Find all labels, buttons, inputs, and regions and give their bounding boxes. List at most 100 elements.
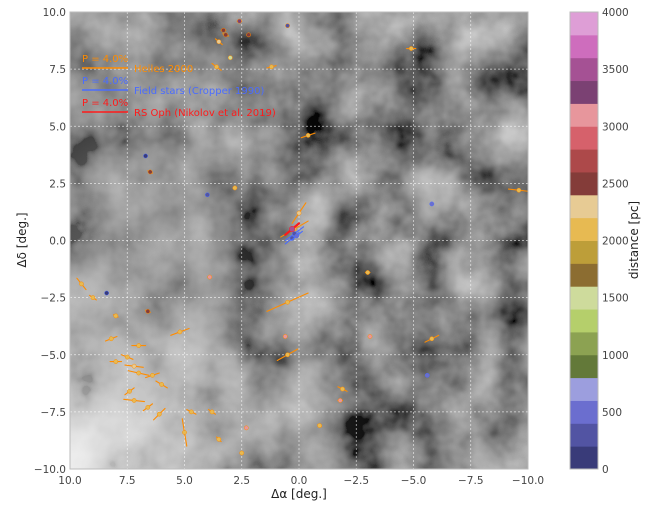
data-point bbox=[127, 388, 132, 394]
data-point bbox=[269, 64, 274, 70]
colorbar-tick-label: 3500 bbox=[602, 64, 629, 76]
y-tick-label: 10.0 bbox=[43, 7, 66, 19]
y-tick-label: 2.5 bbox=[49, 178, 66, 190]
colorbar-segment bbox=[570, 149, 598, 173]
data-point bbox=[90, 295, 96, 300]
data-point bbox=[131, 398, 137, 403]
data-point bbox=[113, 313, 119, 319]
data-point bbox=[207, 274, 213, 280]
colorbar-tick-label: 3000 bbox=[602, 121, 629, 133]
data-point bbox=[408, 46, 414, 51]
y-axis-ticks: 10.0 7.5 5.0 2.5 0.0 −2.5 −5.0 −7.5 −10.0 bbox=[34, 7, 66, 476]
data-point bbox=[337, 398, 343, 403]
y-tick-label: −10.0 bbox=[34, 464, 66, 476]
data-point bbox=[221, 27, 226, 33]
data-point bbox=[159, 382, 164, 387]
colorbar-segment bbox=[570, 400, 598, 424]
data-point bbox=[246, 32, 251, 38]
data-point bbox=[429, 336, 435, 342]
data-point bbox=[516, 187, 522, 193]
data-point bbox=[205, 192, 210, 198]
colorbar-segment bbox=[570, 377, 598, 401]
colorbar-segment bbox=[570, 331, 598, 356]
data-point bbox=[232, 185, 238, 191]
data-point bbox=[367, 334, 373, 339]
colorbar-segment bbox=[570, 354, 598, 379]
x-tick-label: 2.5 bbox=[233, 475, 250, 487]
y-tick-label: −2.5 bbox=[41, 293, 67, 305]
data-point bbox=[289, 226, 296, 233]
data-point bbox=[294, 233, 300, 239]
data-point bbox=[147, 169, 153, 175]
colorbar-frame bbox=[569, 11, 599, 470]
data-point bbox=[79, 281, 84, 287]
data-point bbox=[113, 359, 119, 364]
colorbar-segment bbox=[570, 263, 598, 287]
x-axis-ticks: 10.0 7.5 5.0 2.5 0.0 −2.5 −5.0 −7.5 −10.0 bbox=[58, 475, 544, 487]
data-point bbox=[296, 210, 302, 216]
legend-scale-label: P = 4.0% bbox=[82, 98, 128, 109]
legend-entry-label: Field stars (Cropper 1990) bbox=[134, 86, 264, 97]
y-tick-label: −5.0 bbox=[41, 350, 67, 362]
x-tick-label: 5.0 bbox=[176, 475, 193, 487]
data-point bbox=[143, 153, 148, 159]
data-point bbox=[189, 409, 194, 415]
data-point bbox=[131, 363, 137, 369]
y-axis-label: Δδ [deg.] bbox=[15, 212, 29, 267]
legend-entry-label: Heiles 2000 bbox=[134, 64, 193, 75]
colorbar-tick-label: 500 bbox=[602, 407, 622, 419]
data-point bbox=[365, 270, 371, 275]
data-point bbox=[239, 450, 245, 456]
data-point bbox=[285, 23, 290, 29]
data-point bbox=[136, 370, 142, 376]
data-point bbox=[216, 39, 222, 45]
colorbar-tick-label: 2500 bbox=[602, 178, 629, 190]
colorbar-segment bbox=[570, 309, 598, 333]
data-point bbox=[424, 372, 430, 378]
data-point bbox=[209, 409, 215, 415]
x-axis-label: Δα [deg.] bbox=[271, 487, 327, 501]
data-point bbox=[227, 55, 233, 61]
plot-frame bbox=[69, 11, 529, 470]
x-tick-label: 0.0 bbox=[291, 475, 308, 487]
colorbar-label: distance [pc] bbox=[627, 201, 641, 279]
data-point bbox=[156, 411, 162, 417]
data-point bbox=[145, 308, 151, 314]
data-point bbox=[124, 354, 130, 360]
colorbar-tick-label: 1000 bbox=[602, 350, 629, 362]
data-point bbox=[177, 329, 183, 335]
colorbar-segment bbox=[570, 80, 598, 104]
x-tick-label: −7.5 bbox=[458, 475, 484, 487]
data-point bbox=[216, 436, 222, 442]
colorbar-segment bbox=[570, 240, 598, 264]
x-tick-label: −2.5 bbox=[344, 475, 370, 487]
legend: P = 4.0% Heiles 2000 P = 4.0% Field stars (… bbox=[82, 54, 276, 119]
data-point bbox=[285, 299, 290, 305]
colorbar-segment bbox=[570, 286, 598, 310]
data-marks bbox=[76, 18, 528, 456]
colorbar-segment bbox=[570, 171, 598, 196]
data-point bbox=[282, 334, 288, 339]
legend-scale-label: P = 4.0% bbox=[82, 76, 128, 87]
colorbar-tick-label: 0 bbox=[602, 464, 609, 476]
data-point bbox=[108, 336, 114, 342]
x-tick-label: 10.0 bbox=[58, 475, 81, 487]
series-group bbox=[104, 153, 435, 378]
data-point bbox=[104, 290, 109, 296]
colorbar-segment bbox=[570, 34, 598, 59]
y-tick-label: 0.0 bbox=[49, 236, 66, 248]
data-point bbox=[429, 201, 435, 207]
data-point bbox=[305, 133, 311, 138]
colorbar-segment bbox=[570, 423, 598, 447]
data-point bbox=[150, 372, 155, 378]
series-group bbox=[76, 18, 528, 456]
data-point bbox=[145, 404, 151, 410]
colorbar-tick-label: 2000 bbox=[602, 236, 629, 248]
legend-entry-label: RS Oph (Nikolov et al. 2019) bbox=[134, 108, 276, 119]
data-point bbox=[243, 425, 249, 431]
colorbar-segment bbox=[570, 126, 598, 150]
data-point bbox=[182, 430, 187, 435]
series-group bbox=[284, 222, 301, 236]
colorbar-segment bbox=[570, 194, 598, 219]
